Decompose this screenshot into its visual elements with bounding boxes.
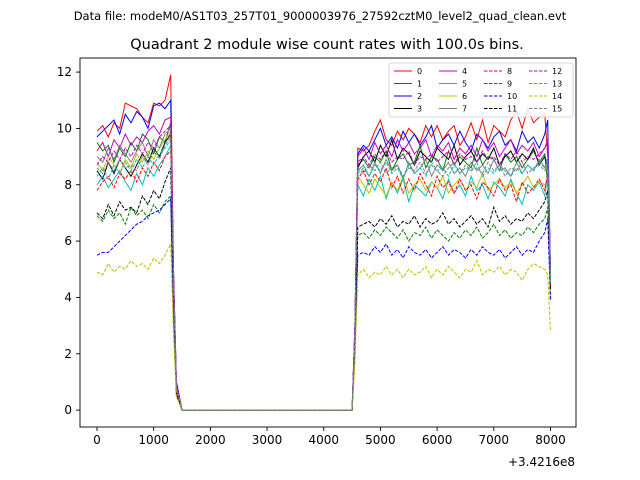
series-line-6	[96, 129, 551, 411]
y-tick-label: 0	[64, 403, 72, 417]
y-tick-label: 4	[64, 290, 72, 304]
legend-label: 12	[552, 67, 562, 76]
x-tick-label: 8000	[535, 433, 566, 447]
series-line-5	[96, 145, 551, 411]
x-tick-label: 2000	[195, 433, 226, 447]
y-tick-label: 10	[57, 121, 72, 135]
legend-label: 5	[462, 80, 467, 89]
axes-frame	[79, 57, 577, 428]
series-line-10	[96, 197, 551, 411]
x-tick-label: 6000	[422, 433, 453, 447]
y-tick-label: 12	[57, 65, 72, 79]
legend-label: 15	[552, 105, 562, 114]
series-line-14	[96, 243, 551, 411]
series-line-11	[96, 167, 551, 411]
series-line-13	[96, 138, 551, 411]
x-tick-label: 5000	[365, 433, 396, 447]
series-line-2	[96, 98, 551, 411]
legend-label: 9	[507, 80, 512, 89]
series-line-7	[96, 127, 551, 411]
series-line-15	[96, 135, 551, 411]
x-offset-label: +3.4216e8	[508, 455, 575, 469]
legend-label: 6	[462, 92, 467, 101]
series-line-4	[96, 116, 551, 411]
legend-label: 13	[552, 80, 562, 89]
supertitle: Data file: modeM0/AS1T03_257T01_90000039…	[74, 9, 567, 23]
y-tick-label: 2	[64, 347, 72, 361]
y-tick-label: 6	[64, 234, 72, 248]
x-tick-label: 4000	[308, 433, 339, 447]
series-line-0	[96, 74, 551, 411]
legend-label: 8	[507, 67, 512, 76]
series-line-8	[96, 149, 551, 411]
legend-label: 7	[462, 105, 467, 114]
x-tick-label: 1000	[138, 433, 169, 447]
series-line-1	[96, 122, 551, 411]
legend-label: 11	[507, 105, 517, 114]
legend-box	[388, 62, 574, 118]
x-tick-label: 0	[93, 433, 101, 447]
y-tick-label: 8	[64, 178, 72, 192]
x-tick-label: 7000	[479, 433, 510, 447]
series-line-12	[96, 124, 551, 411]
legend-label: 3	[417, 105, 422, 114]
legend-label: 10	[507, 92, 517, 101]
legend-label: 2	[417, 92, 422, 101]
chart-title: Quadrant 2 module wise count rates with …	[130, 37, 524, 53]
legend-label: 0	[417, 67, 422, 76]
legend-label: 4	[462, 67, 467, 76]
x-tick-label: 3000	[252, 433, 283, 447]
plot-area: 0 1000 2000 3000 4000 5000 6000 7000 80000246810…	[57, 57, 577, 447]
legend-label: 1	[417, 80, 422, 89]
legend-label: 14	[552, 92, 562, 101]
series-line-9	[96, 194, 551, 411]
